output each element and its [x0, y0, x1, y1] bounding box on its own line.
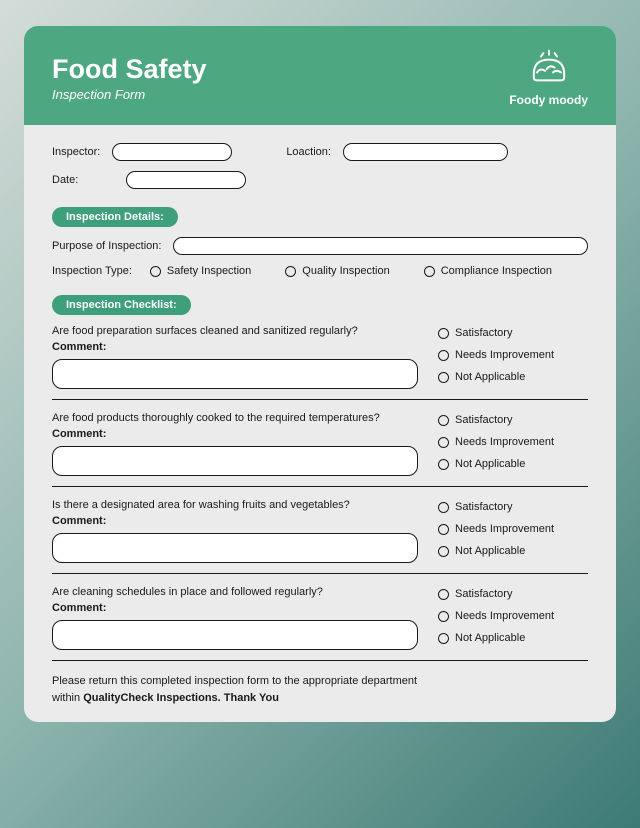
radio-rating-label: Not Applicable [455, 632, 525, 644]
form-header: Food Safety Inspection Form Foody moody [24, 26, 616, 125]
radio-rating[interactable]: Needs Improvement [438, 523, 572, 535]
brand-name: Foody moody [509, 93, 588, 107]
radio-rating-label: Needs Improvement [455, 349, 554, 361]
comment-label: Comment: [52, 428, 418, 440]
radio-rating-label: Satisfactory [455, 414, 512, 426]
checklist-item: Are food preparation surfaces cleaned an… [52, 325, 588, 400]
comment-label: Comment: [52, 341, 418, 353]
radio-label: Compliance Inspection [441, 265, 552, 277]
radio-circle-icon [438, 459, 449, 470]
inspection-type-label: Inspection Type: [52, 265, 132, 277]
section-inspection-details: Inspection Details: [52, 207, 178, 227]
radio-circle-icon [438, 502, 449, 513]
radio-rating-label: Needs Improvement [455, 436, 554, 448]
comment-input[interactable] [52, 359, 418, 389]
radio-circle-icon [438, 350, 449, 361]
radio-circle-icon [285, 266, 296, 277]
radio-circle-icon [424, 266, 435, 277]
footer-text: Please return this completed inspection … [52, 673, 588, 706]
footer-line2-prefix: within [52, 692, 83, 704]
radio-rating-label: Not Applicable [455, 371, 525, 383]
checklist-question: Are food preparation surfaces cleaned an… [52, 325, 418, 337]
purpose-label: Purpose of Inspection: [52, 240, 161, 252]
comment-input[interactable] [52, 446, 418, 476]
radio-rating-label: Needs Improvement [455, 523, 554, 535]
radio-quality-inspection[interactable]: Quality Inspection [285, 265, 389, 277]
radio-circle-icon [438, 437, 449, 448]
radio-label: Quality Inspection [302, 265, 389, 277]
radio-rating[interactable]: Not Applicable [438, 632, 572, 644]
taco-icon [529, 48, 569, 84]
comment-input[interactable] [52, 620, 418, 650]
radio-circle-icon [438, 524, 449, 535]
location-label: Loaction: [286, 146, 331, 158]
radio-rating[interactable]: Satisfactory [438, 327, 572, 339]
radio-label: Safety Inspection [167, 265, 251, 277]
comment-input[interactable] [52, 533, 418, 563]
radio-circle-icon [438, 589, 449, 600]
date-label: Date: [52, 174, 78, 186]
form-title: Food Safety [52, 54, 207, 85]
radio-rating[interactable]: Not Applicable [438, 458, 572, 470]
radio-rating-label: Satisfactory [455, 501, 512, 513]
checklist-question: Are cleaning schedules in place and foll… [52, 586, 418, 598]
radio-safety-inspection[interactable]: Safety Inspection [150, 265, 251, 277]
comment-label: Comment: [52, 515, 418, 527]
checklist-item: Are food products thoroughly cooked to t… [52, 412, 588, 487]
radio-rating-label: Not Applicable [455, 545, 525, 557]
radio-circle-icon [438, 546, 449, 557]
radio-rating-label: Satisfactory [455, 588, 512, 600]
date-input[interactable] [126, 171, 246, 189]
footer-line2-bold: QualityCheck Inspections. Thank You [83, 692, 279, 704]
radio-rating-label: Satisfactory [455, 327, 512, 339]
footer-line1: Please return this completed inspection … [52, 675, 417, 687]
radio-rating-label: Needs Improvement [455, 610, 554, 622]
checklist-question: Is there a designated area for washing f… [52, 499, 418, 511]
radio-circle-icon [438, 633, 449, 644]
form-subtitle: Inspection Form [52, 87, 207, 102]
inspector-input[interactable] [112, 143, 232, 161]
radio-rating[interactable]: Satisfactory [438, 414, 572, 426]
section-inspection-checklist: Inspection Checklist: [52, 295, 191, 315]
radio-rating[interactable]: Needs Improvement [438, 349, 572, 361]
checklist-question: Are food products thoroughly cooked to t… [52, 412, 418, 424]
radio-rating[interactable]: Not Applicable [438, 371, 572, 383]
radio-rating[interactable]: Needs Improvement [438, 436, 572, 448]
radio-rating[interactable]: Satisfactory [438, 501, 572, 513]
inspector-label: Inspector: [52, 146, 100, 158]
checklist-item: Are cleaning schedules in place and foll… [52, 586, 588, 661]
radio-rating[interactable]: Needs Improvement [438, 610, 572, 622]
form-body: Inspector: Loaction: Date: Inspection De… [24, 125, 616, 722]
comment-label: Comment: [52, 602, 418, 614]
radio-rating[interactable]: Satisfactory [438, 588, 572, 600]
radio-circle-icon [438, 611, 449, 622]
location-input[interactable] [343, 143, 508, 161]
radio-circle-icon [438, 372, 449, 383]
purpose-input[interactable] [173, 237, 588, 255]
checklist-item: Is there a designated area for washing f… [52, 499, 588, 574]
radio-circle-icon [438, 328, 449, 339]
radio-circle-icon [150, 266, 161, 277]
radio-compliance-inspection[interactable]: Compliance Inspection [424, 265, 552, 277]
radio-rating[interactable]: Not Applicable [438, 545, 572, 557]
radio-circle-icon [438, 415, 449, 426]
radio-rating-label: Not Applicable [455, 458, 525, 470]
form-card: Food Safety Inspection Form Foody moody … [24, 26, 616, 722]
